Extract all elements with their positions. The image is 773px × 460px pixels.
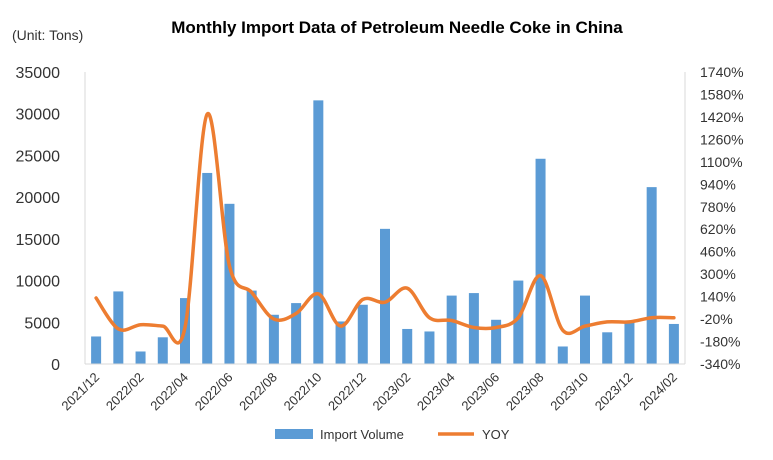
import-volume-bar [668, 323, 679, 364]
x-tick-label: 2023/08 [503, 370, 547, 414]
x-tick-label: 2024/02 [636, 370, 680, 414]
legend-label-yoy: YOY [482, 427, 510, 442]
import-volume-bar [424, 331, 435, 364]
left-tick-label: 10000 [16, 274, 61, 291]
right-tick-label: 620% [700, 221, 736, 237]
x-tick-label: 2022/08 [236, 370, 280, 414]
import-volume-bar [202, 172, 213, 364]
import-volume-bar [402, 328, 413, 364]
import-volume-bar [580, 295, 590, 364]
legend-swatch-import-volume [275, 429, 313, 439]
right-tick-label: -20% [700, 311, 733, 327]
x-axis: 2021/12 2022/02 2022/04 2022/06 2022/08 2022/… [58, 363, 685, 414]
chart-title: Monthly Import Data of Petroleum Needle … [171, 18, 623, 37]
import-volume-bar [313, 100, 324, 364]
import-volume-bar [91, 336, 102, 364]
import-volume-bar [157, 337, 168, 364]
right-y-axis: -340% -180% -20% 140% 300% 460% 620% 780% 940% 11… [684, 64, 744, 372]
right-tick-label: 940% [700, 176, 736, 192]
right-tick-label: 140% [700, 289, 736, 305]
x-tick-label: 2022/02 [103, 370, 147, 414]
right-tick-label: 1100% [700, 154, 743, 170]
x-tick-label: 2023/04 [414, 370, 458, 414]
unit-label: (Unit: Tons) [12, 27, 83, 43]
import-volume-bar [513, 280, 524, 364]
import-volume-bar [224, 203, 235, 364]
right-tick-label: 1580% [700, 86, 744, 102]
right-tick-label: 300% [700, 266, 736, 282]
left-tick-label: 30000 [16, 107, 61, 124]
import-volume-bar [135, 351, 146, 364]
right-tick-label: 1420% [700, 109, 744, 125]
left-tick-label: 0 [51, 357, 60, 374]
import-volume-bar [246, 290, 257, 364]
import-volume-bar [535, 158, 546, 364]
import-volume-bar [624, 321, 635, 364]
import-volume-bar [491, 319, 502, 364]
import-volume-bar [268, 314, 279, 364]
left-tick-label: 15000 [16, 232, 61, 249]
right-tick-label: -340% [700, 356, 740, 372]
right-tick-label: 1740% [700, 64, 744, 80]
import-volume-bar [446, 295, 457, 364]
import-volume-bar [557, 346, 568, 364]
left-tick-label: 20000 [16, 190, 61, 207]
left-tick-label: 5000 [24, 315, 60, 332]
import-volume-bar [291, 303, 302, 364]
left-tick-label: 35000 [16, 65, 61, 82]
right-tick-label: 1260% [700, 131, 744, 147]
right-tick-label: 460% [700, 244, 736, 260]
import-volume-bar [646, 187, 657, 364]
x-tick-label: 2022/06 [192, 370, 236, 414]
left-y-axis: 0 5000 10000 15000 20000 25000 30000 35000 [16, 65, 86, 374]
import-volume-bars [91, 100, 679, 364]
import-volume-bar [380, 228, 390, 364]
x-tick-label: 2022/10 [281, 370, 325, 414]
x-tick-label: 2021/12 [58, 370, 102, 414]
yoy-line-series [94, 112, 676, 345]
left-tick-label: 25000 [16, 148, 61, 165]
x-tick-label: 2022/04 [147, 370, 191, 414]
x-tick-label: 2023/10 [547, 370, 591, 414]
import-volume-bar [357, 304, 368, 364]
import-volume-bar [602, 332, 613, 364]
right-tick-label: 780% [700, 199, 736, 215]
legend: Import Volume YOY [275, 427, 510, 442]
import-volume-bar [335, 321, 346, 364]
x-tick-label: 2022/12 [325, 370, 369, 414]
x-tick-label: 2023/02 [370, 370, 414, 414]
x-tick-label: 2023/12 [592, 370, 636, 414]
x-tick-label: 2023/06 [458, 370, 502, 414]
legend-label-import-volume: Import Volume [320, 427, 404, 442]
right-tick-label: -180% [700, 334, 740, 350]
